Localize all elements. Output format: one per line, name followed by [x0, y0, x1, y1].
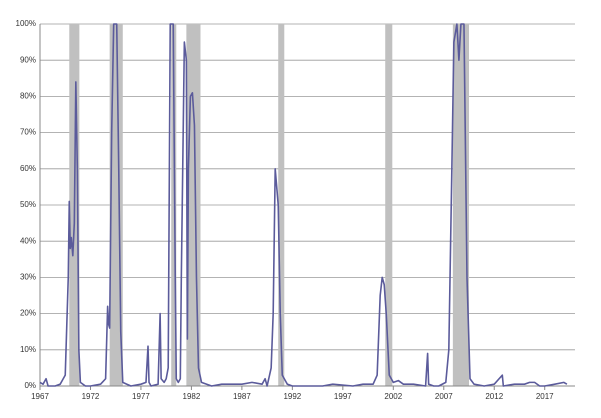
x-tick-label: 1972	[82, 392, 100, 401]
y-tick-label: 70%	[20, 128, 36, 137]
x-tick-label: 2012	[485, 392, 503, 401]
y-tick-label: 60%	[20, 164, 36, 173]
x-tick-label: 1987	[233, 392, 251, 401]
y-tick-label: 40%	[20, 236, 36, 245]
recession-band	[171, 24, 177, 386]
x-tick-label: 1977	[132, 392, 150, 401]
recession-band	[109, 24, 123, 386]
x-tick-label: 2002	[384, 392, 402, 401]
x-tick-label: 1967	[31, 392, 49, 401]
y-tick-label: 80%	[20, 92, 36, 101]
recession-band	[385, 24, 393, 386]
y-tick-label: 30%	[20, 273, 36, 282]
recession-band	[278, 24, 285, 386]
x-tick-label: 1992	[283, 392, 301, 401]
y-tick-label: 50%	[20, 200, 36, 209]
x-tick-label: 1997	[334, 392, 352, 401]
x-tick-label: 2007	[435, 392, 453, 401]
x-tick-label: 1982	[183, 392, 201, 401]
y-tick-label: 100%	[16, 19, 36, 28]
data-line	[39, 23, 568, 387]
y-tick-label: 90%	[20, 55, 36, 64]
y-tick-label: 10%	[20, 345, 36, 354]
y-tick-label: 20%	[20, 309, 36, 318]
x-tick-label: 2017	[536, 392, 554, 401]
y-tick-label: 0%	[24, 381, 36, 390]
